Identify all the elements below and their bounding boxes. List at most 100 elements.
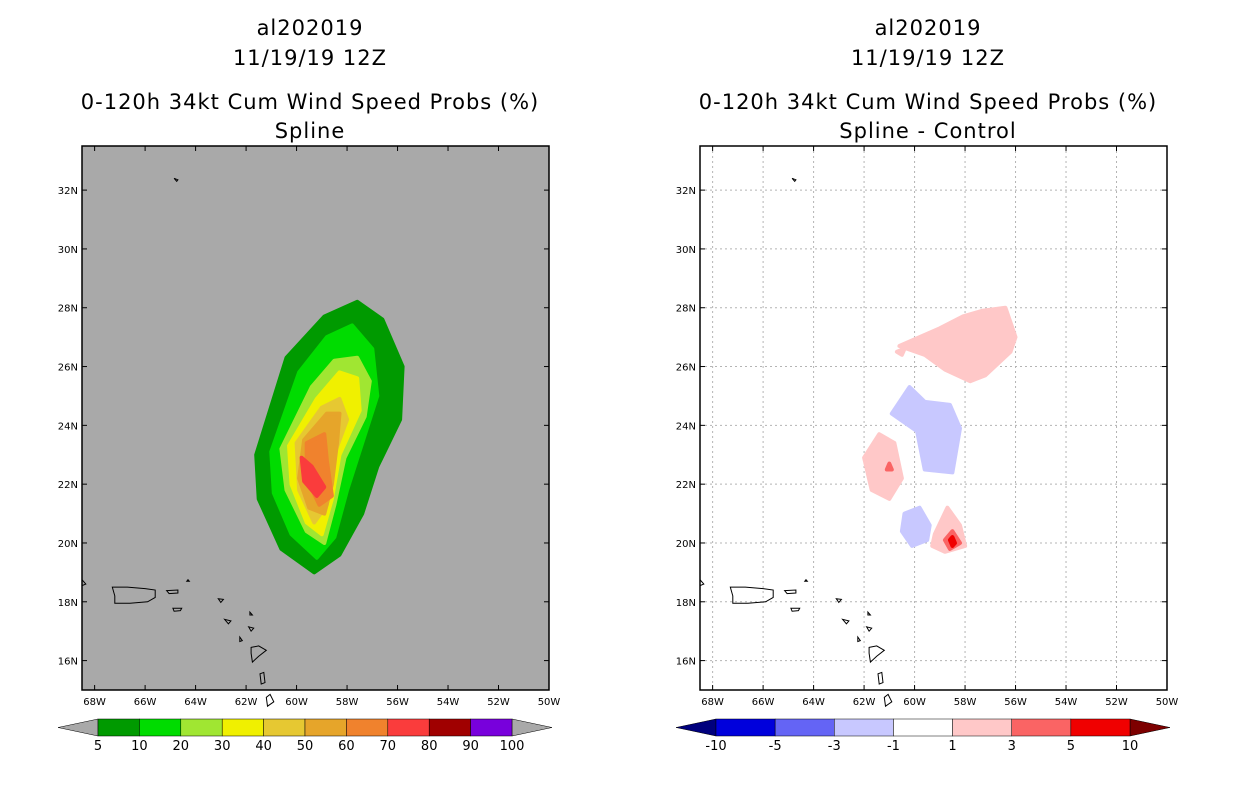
- colorbar-left-arrow: [57, 718, 99, 737]
- colorbar-swatch: [428, 718, 471, 737]
- colorbar-label: 5: [1067, 739, 1075, 754]
- coastline-6: [223, 618, 232, 625]
- colorbar-swatch: [952, 718, 1012, 737]
- coastline-0: [111, 586, 156, 604]
- x-tick-label: 58W: [336, 697, 359, 708]
- colorbar-right-arrow: [1129, 718, 1171, 737]
- coastline-5: [835, 598, 843, 604]
- colorbar-swatch: [470, 718, 513, 737]
- colorbar-label: 90: [462, 739, 479, 754]
- y-tick-label: 18N: [676, 598, 696, 609]
- x-tick-label: 64W: [184, 697, 207, 708]
- colorbar-label: 80: [421, 739, 438, 754]
- contour-level-1-1: [894, 346, 907, 357]
- coastline-10: [250, 645, 268, 664]
- left-datetime: 11/19/19 12Z: [232, 46, 388, 70]
- left-chart-title: 0-120h 34kt Cum Wind Speed Probs (%): [80, 90, 540, 114]
- x-tick-label: 52W: [1105, 697, 1128, 708]
- coastline-13: [791, 177, 797, 183]
- contour-level-1-0: [897, 305, 1018, 384]
- colorbar-label: -1: [887, 739, 900, 754]
- contour-level-5-8: [947, 535, 957, 548]
- colorbar-swatch: [715, 718, 776, 737]
- contour-level--1-2: [889, 385, 962, 475]
- coastline-11: [259, 671, 266, 685]
- coastline-12: [883, 693, 893, 708]
- left-storm-id: al202019: [256, 16, 364, 40]
- colorbar-label: 10: [131, 739, 148, 754]
- x-tick-label: 66W: [134, 697, 157, 708]
- y-tick-label: 28N: [676, 304, 696, 315]
- coastline-1: [783, 589, 797, 595]
- colorbar-label: -3: [828, 739, 841, 754]
- coastline-5: [217, 598, 225, 604]
- coastline-7: [247, 625, 255, 633]
- coastline-6: [841, 618, 850, 625]
- colorbar-label: 10: [1122, 739, 1139, 754]
- colorbar-label: 100: [500, 739, 525, 754]
- x-tick-label: 58W: [954, 697, 977, 708]
- colorbar-swatch: [139, 718, 182, 737]
- y-tick-label: 24N: [58, 421, 78, 432]
- x-tick-label: 68W: [701, 697, 724, 708]
- colorbar-swatch: [346, 718, 389, 737]
- coastline-1: [165, 589, 179, 595]
- coastline-8: [249, 610, 254, 616]
- x-tick-label: 62W: [235, 697, 258, 708]
- y-tick-label: 28N: [58, 304, 78, 315]
- x-tick-label: 66W: [752, 697, 775, 708]
- y-tick-label: 30N: [58, 245, 78, 256]
- y-tick-label: 26N: [58, 363, 78, 374]
- x-tick-label: 50W: [538, 697, 561, 708]
- right-storm-id: al202019: [874, 16, 982, 40]
- colorbar-label: 70: [380, 739, 397, 754]
- colorbar-swatch: [834, 718, 894, 737]
- coastline-13: [173, 177, 179, 183]
- left-chart-subtitle: Spline: [274, 119, 346, 143]
- colorbar-swatch: [1070, 718, 1131, 737]
- colorbar-label: 60: [338, 739, 355, 754]
- colorbar-label: 50: [297, 739, 314, 754]
- colorbar-label: -10: [705, 739, 726, 754]
- colorbar-swatch: [263, 718, 306, 737]
- y-tick-label: 30N: [676, 245, 696, 256]
- y-tick-label: 20N: [676, 539, 696, 550]
- colorbar-swatch: [774, 718, 835, 737]
- colorbar-swatch: [304, 718, 347, 737]
- colorbar-label: 40: [255, 739, 272, 754]
- colorbar-swatch: [221, 718, 264, 737]
- coastline-12: [265, 693, 275, 708]
- x-tick-label: 50W: [1156, 697, 1179, 708]
- coastline-0: [729, 586, 774, 604]
- colorbar-right-arrow: [511, 718, 553, 737]
- contour-level--1-5: [899, 505, 932, 548]
- plot-frame: [699, 145, 1168, 691]
- y-tick-label: 26N: [676, 363, 696, 374]
- y-tick-label: 32N: [58, 186, 78, 197]
- right-chart-subtitle: Spline - Control: [839, 119, 1017, 143]
- y-tick-label: 20N: [58, 539, 78, 550]
- y-tick-label: 18N: [58, 598, 78, 609]
- coastline-4: [803, 578, 809, 582]
- y-tick-label: 22N: [676, 480, 696, 491]
- contour-level-3-4: [884, 461, 894, 472]
- coastline-9: [239, 635, 244, 643]
- coastline-2: [172, 607, 183, 612]
- colorbar-swatch: [1011, 718, 1072, 737]
- x-tick-label: 56W: [386, 697, 409, 708]
- plot-frame: [81, 145, 550, 691]
- coastline-8: [867, 610, 872, 616]
- colorbar-left-arrow: [675, 718, 717, 737]
- spline-probability-map: 68W 66W 64W 62W 60W 58W 56W 54W 52W 50W 32N 30N 28N 2…: [57, 145, 561, 754]
- x-tick-label: 52W: [487, 697, 510, 708]
- colorbar-swatch: [387, 718, 430, 737]
- x-tick-label: 62W: [853, 697, 876, 708]
- x-tick-label: 68W: [83, 697, 106, 708]
- x-tick-label: 60W: [903, 697, 926, 708]
- right-chart-title: 0-120h 34kt Cum Wind Speed Probs (%): [698, 90, 1158, 114]
- colorbar-label: 3: [1008, 739, 1016, 754]
- contour-level-70-7: [299, 455, 327, 498]
- coastline-10: [868, 645, 886, 664]
- coastline-2: [790, 607, 801, 612]
- colorbar-swatch: [97, 718, 140, 737]
